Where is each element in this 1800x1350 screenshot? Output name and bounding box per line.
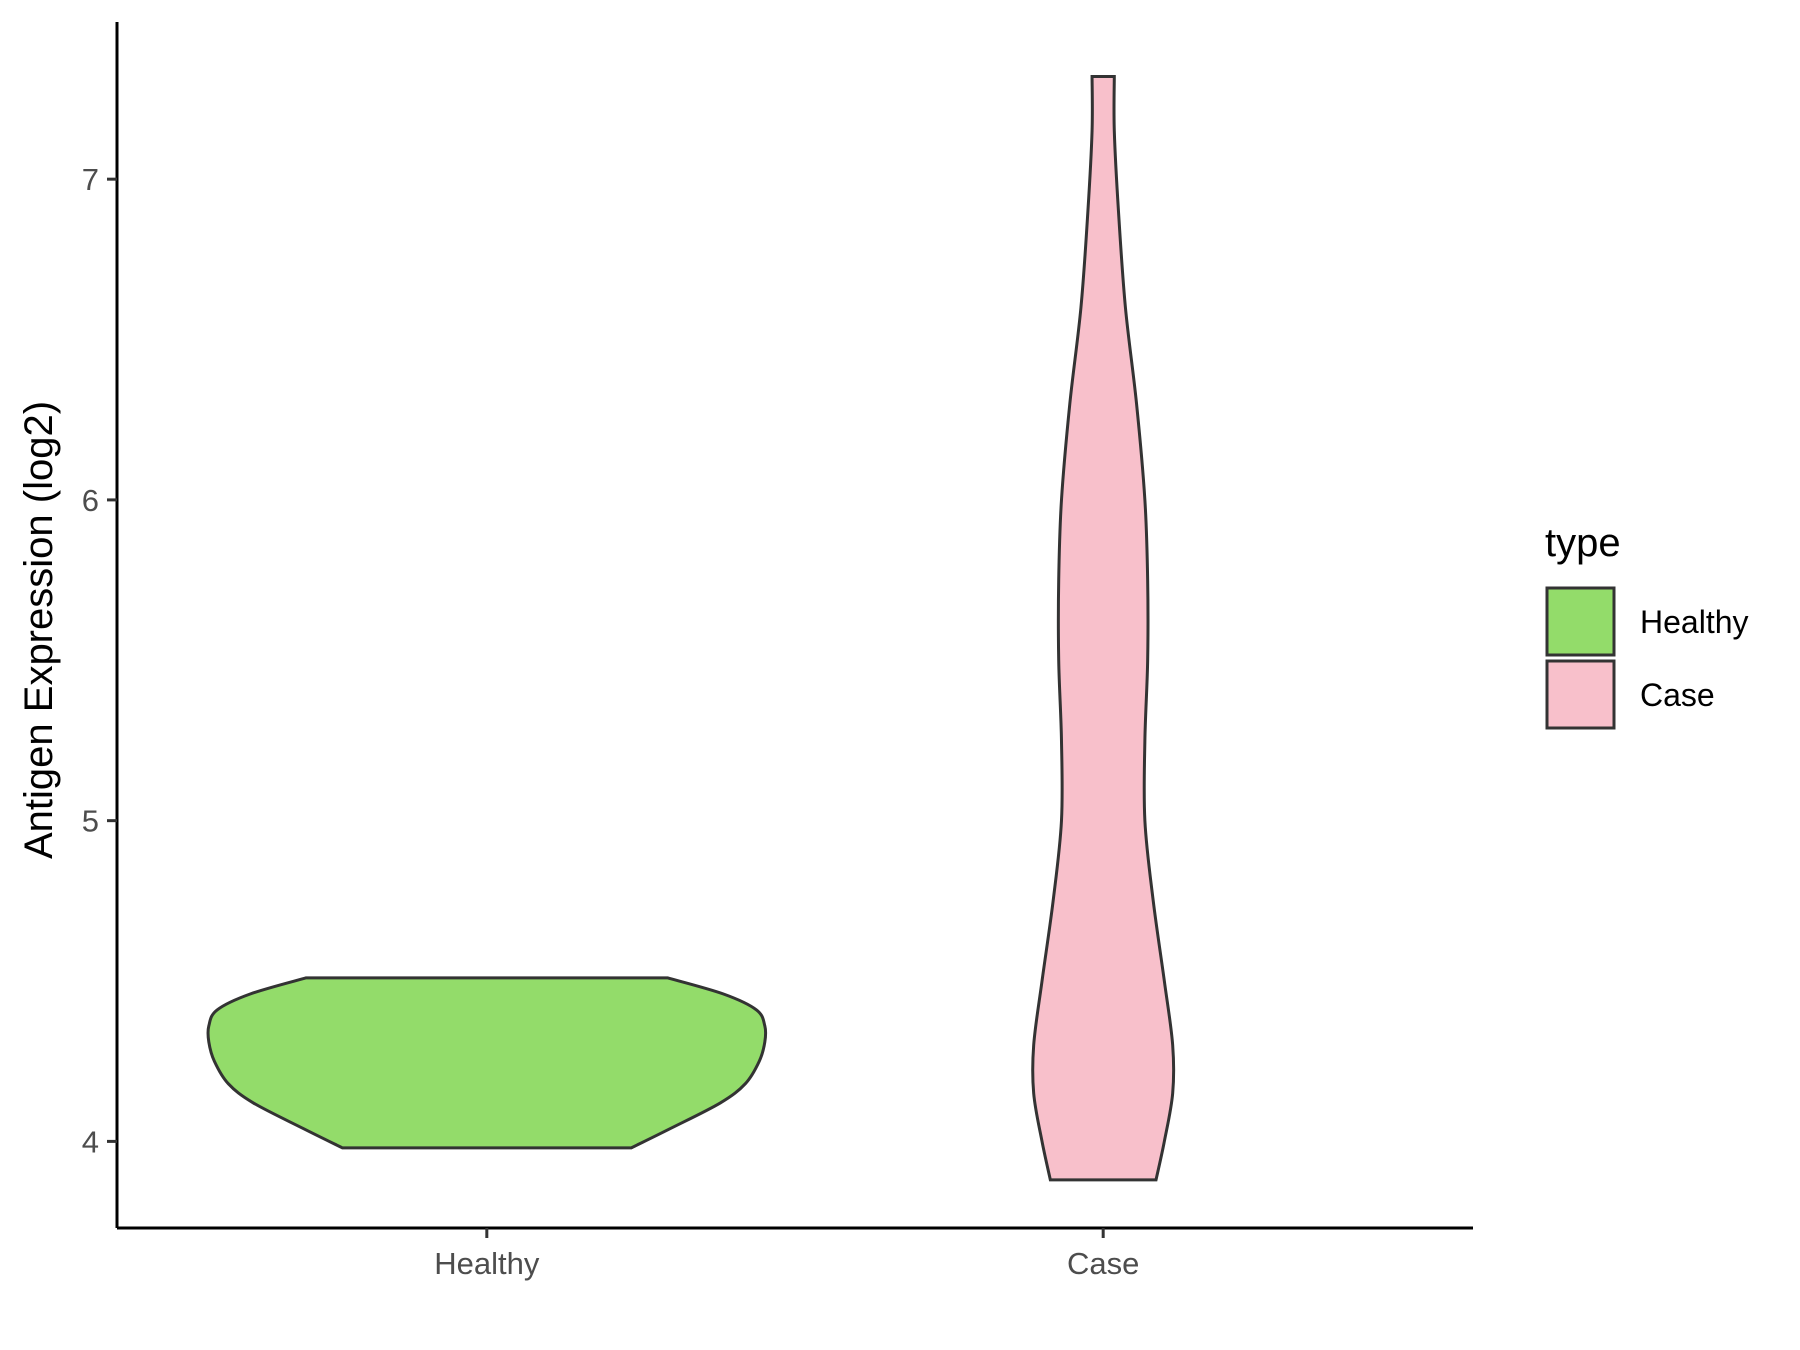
axes xyxy=(115,22,1473,1230)
x-ticks: Healthy Case xyxy=(434,1228,1139,1281)
legend-swatch-healthy xyxy=(1545,586,1616,657)
legend-entries: Healthy Case xyxy=(1545,586,1749,730)
legend-title: type xyxy=(1545,521,1621,565)
y-ticks: 4 5 6 7 xyxy=(82,162,117,1159)
violin-healthy xyxy=(206,976,768,1150)
violin-layer xyxy=(206,75,1176,1182)
y-tick-label: 6 xyxy=(82,483,99,518)
y-axis-title: Antigen Expression (log2) xyxy=(17,401,61,859)
legend-swatch-case xyxy=(1545,659,1616,730)
x-tick-label: Case xyxy=(1067,1246,1139,1281)
y-tick-label: 5 xyxy=(82,804,99,839)
y-tick-label: 7 xyxy=(82,162,99,197)
legend-label-case: Case xyxy=(1640,677,1715,713)
x-tick-label: Healthy xyxy=(434,1246,540,1281)
legend-label-healthy: Healthy xyxy=(1640,604,1749,640)
y-tick-label: 4 xyxy=(82,1124,99,1159)
violin-case xyxy=(1031,75,1176,1182)
legend: type Healthy Case xyxy=(1545,521,1749,730)
